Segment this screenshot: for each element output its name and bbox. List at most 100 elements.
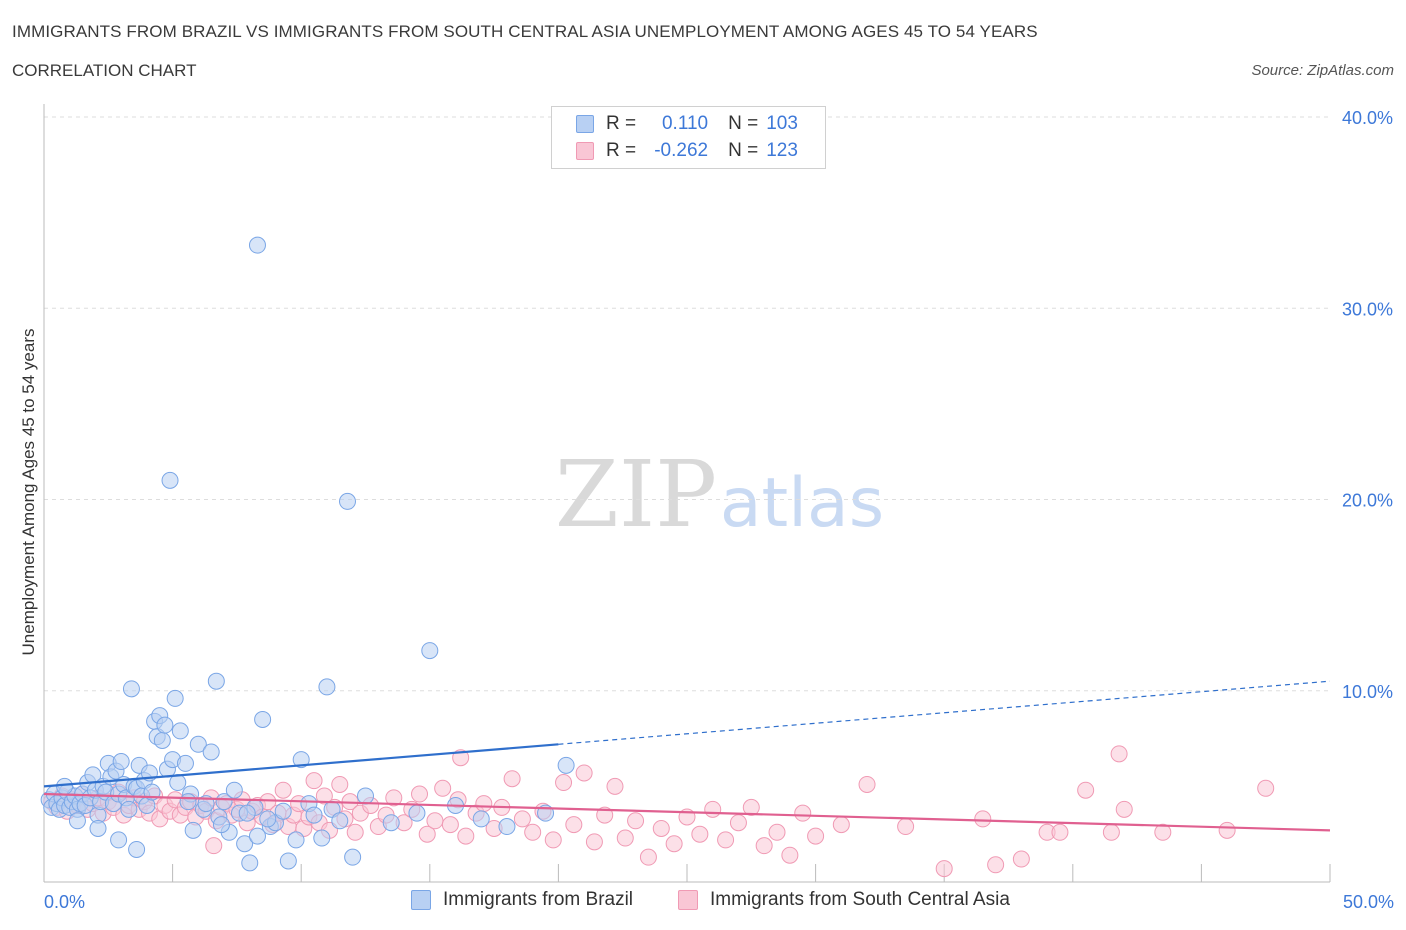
- y-tick-label: 20.0%: [1342, 491, 1393, 511]
- data-point-brazil: [56, 777, 74, 795]
- data-point-south-central-asia: [974, 810, 992, 828]
- data-point-brazil: [313, 829, 331, 847]
- data-point-south-central-asia: [418, 825, 436, 843]
- data-point-south-central-asia: [742, 798, 760, 816]
- data-point-south-central-asia: [1154, 823, 1172, 841]
- data-point-south-central-asia: [555, 774, 573, 792]
- data-point-south-central-asia: [513, 810, 531, 828]
- y-tick-label: 40.0%: [1342, 108, 1393, 128]
- data-point-south-central-asia: [665, 835, 683, 853]
- data-point-brazil: [179, 793, 197, 811]
- data-point-brazil: [338, 492, 356, 510]
- data-point-brazil: [156, 716, 174, 734]
- data-point-south-central-asia: [1110, 745, 1128, 763]
- data-point-brazil: [122, 680, 140, 698]
- x-tick-label-max: 50.0%: [1343, 892, 1394, 912]
- data-point-brazil: [382, 814, 400, 832]
- data-point-south-central-asia: [1115, 800, 1133, 818]
- data-point-south-central-asia: [305, 772, 323, 790]
- legend-r-label: R =: [606, 113, 637, 134]
- data-point-brazil: [161, 471, 179, 489]
- data-point-south-central-asia: [858, 775, 876, 793]
- legend-r-value-south-central-asia: -0.262: [654, 140, 709, 161]
- data-point-south-central-asia: [768, 823, 786, 841]
- data-point-brazil: [248, 236, 266, 254]
- data-point-brazil: [344, 848, 362, 866]
- data-point-south-central-asia: [503, 770, 521, 788]
- data-point-brazil: [248, 827, 266, 845]
- data-point-south-central-asia: [475, 795, 493, 813]
- bottom-legend-label-south-central-asia: Immigrants from South Central Asia: [710, 889, 1010, 910]
- bottom-legend-south-central-asia: Immigrants from South Central Asia: [678, 889, 1010, 911]
- gridlines: [44, 116, 1330, 692]
- data-point-brazil: [331, 812, 349, 830]
- data-point-brazil: [305, 806, 323, 824]
- source-credit: Source: ZipAtlas.com: [1251, 62, 1394, 79]
- watermark-zip: ZIP: [555, 441, 717, 548]
- data-point-brazil: [421, 642, 439, 660]
- data-point-brazil: [274, 802, 292, 820]
- data-point-brazil: [472, 810, 490, 828]
- data-point-south-central-asia: [575, 764, 593, 782]
- data-point-south-central-asia: [565, 816, 583, 834]
- trend-line-south-central-asia: [43, 792, 1331, 832]
- data-point-south-central-asia: [935, 860, 953, 878]
- data-point-south-central-asia: [704, 800, 722, 818]
- data-point-brazil: [120, 800, 138, 818]
- data-point-brazil: [241, 854, 259, 872]
- data-point-brazil: [236, 835, 254, 853]
- data-point-brazil: [292, 751, 310, 769]
- legend-n-label: N =: [728, 113, 759, 134]
- data-point-brazil: [212, 816, 230, 834]
- data-point-south-central-asia: [616, 829, 634, 847]
- y-tick-label: 30.0%: [1342, 299, 1393, 319]
- trend-line-brazil-extrapolated: [558, 680, 1331, 745]
- data-point-south-central-asia: [807, 827, 825, 845]
- data-point-south-central-asia: [274, 781, 292, 799]
- data-point-south-central-asia: [1051, 823, 1069, 841]
- data-point-brazil: [202, 743, 220, 761]
- legend-r-value-brazil: 0.110: [661, 113, 709, 134]
- data-point-south-central-asia: [315, 787, 333, 805]
- bottom-legend-brazil: Immigrants from Brazil: [411, 889, 633, 911]
- data-point-brazil: [318, 678, 336, 696]
- data-point-brazil: [207, 672, 225, 690]
- trend-lines: [43, 680, 1331, 832]
- data-point-south-central-asia: [1102, 823, 1120, 841]
- data-point-south-central-asia: [691, 825, 709, 843]
- series-brazil: [40, 236, 575, 872]
- data-point-south-central-asia: [346, 823, 364, 841]
- chart-title: IMMIGRANTS FROM BRAZIL VS IMMIGRANTS FRO…: [12, 22, 1038, 41]
- data-point-brazil: [279, 852, 297, 870]
- y-axis-label: Unemployment Among Ages 45 to 54 years: [19, 329, 38, 656]
- legend-r-label: R =: [606, 140, 637, 161]
- bottom-legend-swatch-brazil: [411, 890, 431, 910]
- data-point-brazil: [408, 804, 426, 822]
- data-point-south-central-asia: [1257, 779, 1275, 797]
- data-point-south-central-asia: [652, 819, 670, 837]
- data-point-brazil: [176, 754, 194, 772]
- data-point-south-central-asia: [794, 804, 812, 822]
- data-point-south-central-asia: [434, 779, 452, 797]
- data-point-brazil: [128, 840, 146, 858]
- data-point-brazil: [68, 812, 86, 830]
- legend-swatch-brazil: [576, 115, 594, 133]
- y-tick-label: 10.0%: [1342, 682, 1393, 702]
- legend-row-south-central-asia: R = -0.262 N = 123: [576, 138, 798, 164]
- data-point-brazil: [357, 787, 374, 805]
- chart-subtitle: CORRELATION CHART: [12, 61, 197, 80]
- data-point-south-central-asia: [606, 777, 624, 795]
- data-point-south-central-asia: [639, 848, 657, 866]
- data-point-brazil: [215, 793, 233, 811]
- data-point-south-central-asia: [717, 831, 735, 849]
- data-point-south-central-asia: [385, 789, 403, 807]
- data-point-south-central-asia: [426, 812, 444, 830]
- data-point-south-central-asia: [729, 814, 747, 832]
- data-point-south-central-asia: [205, 837, 223, 855]
- data-point-south-central-asia: [755, 837, 773, 855]
- data-point-brazil: [259, 810, 277, 828]
- data-point-brazil: [153, 731, 171, 749]
- data-point-south-central-asia: [987, 856, 1005, 874]
- data-point-brazil: [189, 735, 207, 753]
- bottom-legend-label-brazil: Immigrants from Brazil: [443, 889, 634, 910]
